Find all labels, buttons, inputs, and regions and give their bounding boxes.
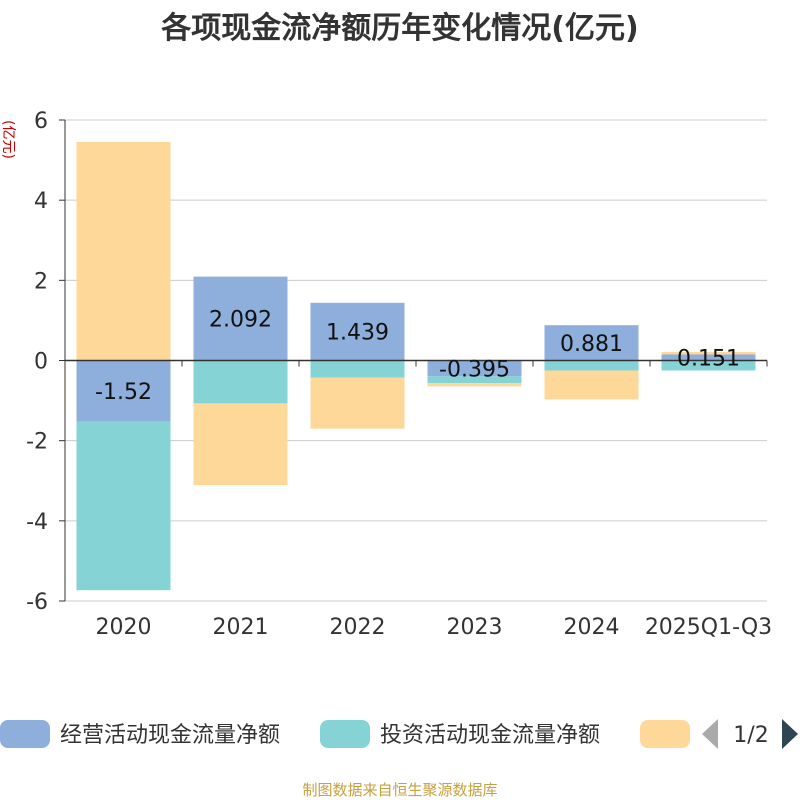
- data-labels: -1.52 2.092 1.439 -0.395 0.881 0.151: [95, 308, 740, 405]
- y-tick-label: 6: [34, 109, 48, 134]
- source-note: 制图数据来自恒生聚源数据库: [302, 781, 497, 799]
- bar-2022-series-3: [310, 377, 405, 429]
- bar-2020-series-1: [76, 360, 171, 422]
- bar-2023-series-3: [427, 383, 522, 387]
- y-axis-unit-label: (亿元): [0, 120, 16, 159]
- legend-item-3[interactable]: [640, 720, 690, 748]
- data-label-2022: 1.439: [326, 321, 389, 346]
- legend-next-page-icon[interactable]: [782, 719, 798, 749]
- legend-item-1[interactable]: 经营活动现金流量净额: [0, 720, 280, 748]
- bar-2025Q1-Q3-series-1: [661, 354, 756, 361]
- x-tick-label: 2020: [96, 615, 152, 640]
- y-tick-label: -2: [26, 430, 48, 455]
- x-tick-label: 2025Q1-Q3: [645, 615, 772, 640]
- y-tick-label: -6: [26, 590, 48, 615]
- bar-2021-series-2: [193, 360, 288, 404]
- data-label-2024: 0.881: [560, 332, 623, 357]
- legend-swatch: [640, 720, 690, 748]
- grid-lines: [65, 119, 767, 602]
- x-tick-label: 2021: [213, 615, 269, 640]
- legend-page-indicator: 1/2: [733, 723, 768, 748]
- x-tick-label: 2023: [447, 615, 503, 640]
- legend[interactable]: 经营活动现金流量净额 投资活动现金流量净额 1/2: [0, 719, 798, 749]
- bar-2024-series-2: [544, 360, 639, 371]
- legend-swatch: [320, 720, 370, 748]
- bar-2022-series-1: [310, 302, 405, 361]
- legend-label: 投资活动现金流量净额: [380, 723, 600, 748]
- data-label-2025Q1-Q3: 0.151: [677, 346, 740, 371]
- bar-2025Q1-Q3-series-2: [661, 360, 756, 371]
- legend-item-2[interactable]: 投资活动现金流量净额: [320, 720, 600, 748]
- bar-2021-series-1: [193, 276, 288, 361]
- data-label-2023: -0.395: [439, 357, 510, 382]
- bar-2023-series-2: [427, 376, 522, 384]
- bar-2024-series-3: [544, 370, 639, 400]
- bar-2023-series-1: [427, 360, 522, 377]
- bar-2022-series-2: [310, 360, 405, 378]
- x-tick-label: 2024: [564, 615, 620, 640]
- y-tick-label: 4: [34, 189, 48, 214]
- x-tick-label: 2022: [330, 615, 386, 640]
- bar-2021-series-3: [193, 403, 288, 486]
- chart-title: 各项现金流净额历年变化情况(亿元): [160, 11, 638, 46]
- data-label-2021: 2.092: [209, 308, 272, 333]
- y-tick-label: 0: [34, 350, 48, 375]
- legend-swatch: [0, 720, 50, 748]
- bar-2020-series-2: [76, 421, 171, 591]
- axes: 6 4 2 0 -2 -4 -6 2020 2021 2022 2023 2024 2025Q1-Q3: [26, 109, 772, 640]
- bar-2020-series-3: [76, 142, 171, 361]
- legend-prev-page-icon[interactable]: [702, 719, 718, 749]
- bars: [76, 142, 756, 591]
- bar-2024-series-1: [544, 325, 639, 361]
- y-tick-label: -4: [26, 510, 48, 535]
- y-tick-label: 2: [34, 269, 48, 294]
- bar-2025Q1-Q3-series-3: [661, 352, 756, 355]
- data-label-2020: -1.52: [95, 380, 152, 405]
- legend-label: 经营活动现金流量净额: [60, 723, 280, 748]
